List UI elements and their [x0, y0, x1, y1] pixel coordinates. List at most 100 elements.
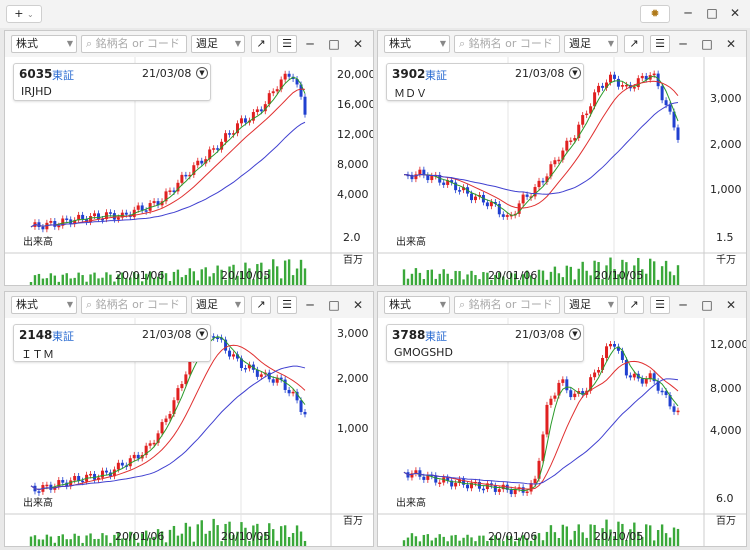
settings-button[interactable]: ✹ [640, 5, 670, 23]
volume-bar [438, 273, 441, 285]
panel-minimize-button[interactable]: ─ [679, 298, 687, 312]
volume-bar [442, 536, 445, 546]
panel-maximize-button[interactable]: □ [328, 298, 340, 312]
candle [430, 175, 434, 181]
volume-bar [601, 279, 604, 285]
price-chart[interactable] [5, 318, 374, 547]
candle [557, 382, 561, 396]
volume-bar [470, 270, 473, 285]
volume-bar [148, 537, 152, 546]
volume-bar [609, 529, 612, 546]
panel-close-button[interactable]: ✕ [352, 37, 364, 51]
candle [422, 476, 426, 480]
period-select[interactable]: 週足 ▼ [564, 35, 618, 53]
search-input[interactable]: ⌕ 銘柄名 or コード [81, 296, 187, 314]
y-tick-label: 2,000 [337, 372, 369, 385]
app-close-button[interactable]: ✕ [729, 6, 741, 20]
arrow-up-right-icon: ↗ [256, 298, 266, 311]
volume-bar [502, 541, 505, 546]
search-input[interactable]: ⌕ 銘柄名 or コード [454, 296, 560, 314]
panel-maximize-button[interactable]: □ [701, 298, 713, 312]
panel-minimize-button[interactable]: ─ [679, 37, 687, 51]
volume-label: 出来高 [23, 237, 53, 248]
candle [458, 190, 462, 192]
volume-label: 出来高 [23, 498, 53, 509]
security-type-select[interactable]: 株式 ▼ [384, 35, 450, 53]
candle [644, 75, 648, 80]
chevron-down-icon[interactable]: ▼ [196, 328, 208, 340]
volume-bar [37, 539, 41, 546]
candle [156, 433, 160, 443]
menu-button[interactable]: ☰ [650, 35, 670, 53]
volume-bar [299, 531, 303, 546]
price-chart[interactable] [5, 57, 374, 286]
candle [648, 373, 652, 379]
popout-button[interactable]: ↗ [251, 35, 271, 53]
volume-bar [260, 536, 263, 546]
period-select[interactable]: 週足 ▼ [191, 35, 245, 53]
add-chart-button[interactable]: + ⌄ [6, 5, 42, 23]
candle [247, 364, 251, 369]
volume-bar [410, 273, 414, 285]
chevron-down-icon[interactable]: ▼ [569, 67, 581, 79]
candle [53, 221, 57, 227]
chevron-down-icon[interactable]: ▼ [569, 328, 581, 340]
candle [406, 174, 410, 177]
panel-toolbar: 株式 ▼ ⌕ 銘柄名 or コード 週足 ▼ ↗ ☰ ─ □ ✕ [5, 292, 373, 318]
panel-close-button[interactable]: ✕ [725, 298, 737, 312]
candle [224, 133, 228, 142]
volume-bar [450, 278, 453, 285]
price-chart[interactable] [378, 57, 747, 286]
volume-bar [61, 534, 64, 546]
chevron-down-icon[interactable]: ▼ [196, 67, 208, 79]
volume-bar [279, 526, 283, 546]
candle [287, 389, 291, 394]
candle [251, 112, 255, 121]
candle [672, 111, 676, 128]
candle [585, 113, 589, 116]
candle [220, 337, 224, 340]
security-type-select[interactable]: 株式 ▼ [11, 35, 77, 53]
candle [156, 201, 160, 206]
popout-button[interactable]: ↗ [624, 296, 644, 314]
panel-maximize-button[interactable]: □ [701, 37, 713, 51]
panel-close-button[interactable]: ✕ [352, 298, 364, 312]
volume-bar [164, 542, 168, 546]
popout-button[interactable]: ↗ [251, 296, 271, 314]
candle [513, 489, 517, 495]
period-select[interactable]: 週足 ▼ [564, 296, 618, 314]
panel-maximize-button[interactable]: □ [328, 37, 340, 51]
menu-button[interactable]: ☰ [277, 296, 297, 314]
volume-bar [593, 260, 596, 285]
search-input[interactable]: ⌕ 銘柄名 or コード [81, 35, 187, 53]
volume-bar [402, 540, 406, 546]
menu-button[interactable]: ☰ [650, 296, 670, 314]
volume-bar [406, 278, 410, 285]
panel-minimize-button[interactable]: ─ [306, 37, 314, 51]
candle [216, 148, 220, 150]
volume-bar [482, 535, 485, 546]
period-select[interactable]: 週足 ▼ [191, 296, 245, 314]
price-chart[interactable] [378, 318, 747, 547]
popout-button[interactable]: ↗ [624, 35, 644, 53]
candle [660, 390, 664, 393]
panel-minimize-button[interactable]: ─ [306, 298, 314, 312]
candle [636, 78, 640, 88]
volume-bar [601, 528, 604, 546]
stock-info-card: 3788 東証 21/03/08 ▼ GMOGSHD [386, 324, 584, 362]
volume-bar [291, 533, 295, 546]
menu-icon: ☰ [655, 298, 665, 311]
volume-bar [73, 533, 76, 546]
candle [521, 194, 525, 204]
panel-close-button[interactable]: ✕ [725, 37, 737, 51]
app-maximize-button[interactable]: □ [706, 6, 718, 20]
volume-bar [521, 535, 525, 546]
security-type-select[interactable]: 株式 ▼ [384, 296, 450, 314]
security-type-select[interactable]: 株式 ▼ [11, 296, 77, 314]
app-minimize-button[interactable]: ─ [684, 6, 692, 20]
menu-button[interactable]: ☰ [277, 35, 297, 53]
volume-bar [192, 271, 196, 285]
volume-bar [418, 541, 422, 546]
volume-unit: 百万 [343, 255, 363, 266]
search-input[interactable]: ⌕ 銘柄名 or コード [454, 35, 560, 53]
